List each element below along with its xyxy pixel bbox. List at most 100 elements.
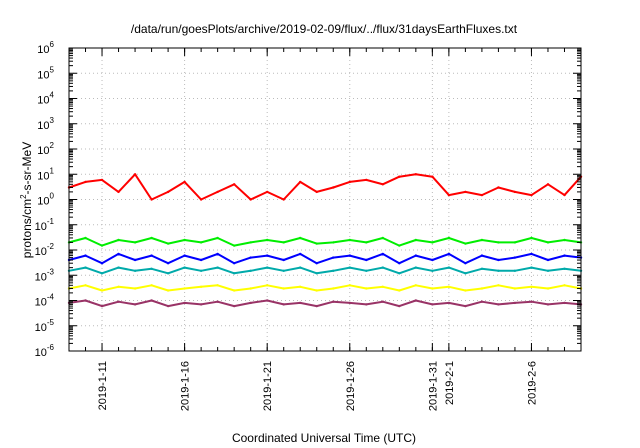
- x-tick-label: 2019-1-26: [345, 361, 357, 411]
- series-point: [480, 254, 484, 257]
- x-tick-label: 2019-1-31: [427, 361, 439, 411]
- series-point: [233, 262, 236, 265]
- series-point: [249, 287, 252, 290]
- series-point: [299, 285, 302, 288]
- series-point: [299, 301, 302, 305]
- series-point: [530, 236, 533, 240]
- series-point: [282, 198, 285, 201]
- series-point: [464, 304, 467, 308]
- series-point: [464, 289, 467, 292]
- series-point: [84, 236, 87, 240]
- series-point: [216, 266, 219, 269]
- series-point: [480, 238, 484, 242]
- series-point: [100, 272, 104, 275]
- y-tick-label: 10-2: [35, 242, 55, 258]
- series-point: [150, 267, 153, 270]
- series-point: [150, 236, 153, 240]
- y-tick-label: 10-3: [35, 267, 55, 283]
- series-point: [530, 193, 533, 197]
- x-tick-label: 2019-2-1: [444, 361, 456, 405]
- series-point: [216, 300, 219, 303]
- series-point: [332, 256, 335, 259]
- series-point: [117, 238, 120, 242]
- series-point: [398, 175, 401, 178]
- series-point: [497, 186, 500, 189]
- series-point: [546, 258, 550, 262]
- series-point: [166, 242, 170, 245]
- series-point: [398, 262, 401, 265]
- series-point: [233, 183, 236, 186]
- series-point: [249, 269, 252, 272]
- series-point: [183, 254, 186, 257]
- series-point: [530, 285, 533, 288]
- series-point: [315, 190, 318, 194]
- series-point: [447, 301, 451, 305]
- y-axis-label: protons/cm2-s-sr-MeV: [19, 142, 34, 258]
- series-point: [133, 258, 137, 262]
- series-point: [249, 241, 252, 244]
- series-point: [100, 304, 104, 308]
- series-point: [299, 266, 302, 269]
- series-point: [431, 287, 434, 290]
- series-point: [546, 241, 550, 244]
- series-point: [117, 300, 120, 303]
- series-point: [299, 236, 302, 240]
- series-point: [166, 190, 170, 194]
- series-point: [530, 300, 533, 303]
- series-point: [266, 266, 269, 269]
- series-point: [398, 244, 401, 247]
- series-point: [381, 285, 384, 288]
- series-point: [332, 186, 335, 189]
- series-point: [315, 289, 318, 292]
- x-tick-label: 2019-1-21: [262, 361, 274, 411]
- series-point: [513, 269, 517, 272]
- series-point: [414, 266, 417, 269]
- series-point: [381, 183, 384, 186]
- series-point: [332, 287, 335, 290]
- series-point: [447, 193, 451, 197]
- series-point: [150, 198, 153, 201]
- series-point: [365, 303, 368, 306]
- x-tick-label: 2019-1-16: [180, 361, 192, 411]
- axis-ticks: 10-6 10-5 10-4 10-3 10-2 10-1 100 101 102 103 104 1…: [35, 40, 581, 411]
- series-point: [315, 304, 318, 308]
- series-point: [84, 180, 87, 184]
- series-point: [497, 241, 500, 244]
- series-point: [365, 241, 368, 244]
- series-point: [133, 241, 137, 244]
- series-point: [546, 303, 550, 306]
- series-line: [68, 299, 582, 308]
- series-point: [464, 272, 467, 275]
- series-point: [183, 238, 186, 242]
- series-point: [249, 256, 252, 259]
- series-point: [513, 256, 517, 259]
- series-point: [546, 269, 550, 272]
- series-point: [233, 272, 236, 275]
- series-point: [480, 193, 484, 197]
- series-point: [84, 254, 87, 257]
- series-point: [100, 178, 104, 182]
- series-point: [315, 272, 318, 275]
- series-point: [348, 284, 351, 287]
- series-point: [216, 236, 219, 240]
- series-point: [84, 266, 87, 269]
- series-point: [299, 252, 302, 256]
- series-point: [530, 266, 533, 269]
- series-point: [464, 242, 467, 245]
- series-point: [414, 299, 417, 302]
- y-tick-label: 101: [37, 166, 54, 182]
- series-point: [133, 287, 137, 290]
- series-point: [150, 254, 153, 257]
- series-point: [497, 303, 500, 306]
- series-point: [398, 289, 401, 292]
- series-point: [414, 254, 417, 257]
- series-point: [199, 258, 203, 262]
- series-point: [464, 262, 467, 265]
- series-point: [497, 258, 500, 262]
- series-point: [84, 299, 87, 302]
- series-point: [398, 272, 401, 275]
- series-point: [133, 173, 137, 176]
- series-point: [348, 254, 351, 257]
